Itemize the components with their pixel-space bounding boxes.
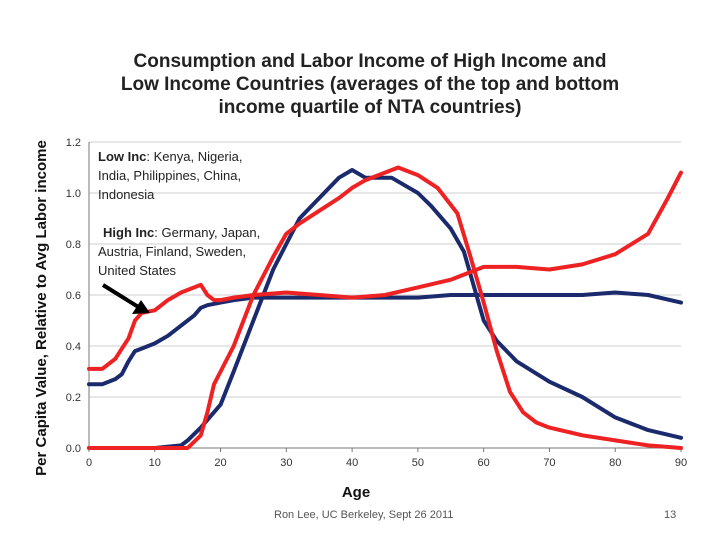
x-tick-label: 30 — [280, 457, 292, 469]
x-tick-label: 60 — [478, 457, 490, 469]
legend-low-inc-line-2: India, Philippines, China, — [98, 168, 241, 183]
x-tick-label: 50 — [412, 457, 424, 469]
footer-credit: Ron Lee, UC Berkeley, Sept 26 2011 — [274, 509, 454, 521]
series-line-high_inc-1 — [87, 290, 683, 387]
y-tick-label: 0.8 — [66, 239, 81, 251]
series-line-low_inc-4 — [87, 165, 683, 450]
x-tick-label: 80 — [609, 457, 621, 469]
legend: Low Inc: Kenya, Nigeria, India, Philippi… — [98, 149, 260, 278]
y-axis-label: Per Capita Value, Relative to Avg Labor … — [33, 140, 50, 476]
arrow-shaft — [101, 283, 142, 310]
y-tick-label: 0.6 — [66, 290, 81, 302]
x-tick-label: 20 — [214, 457, 226, 469]
x-tick-label: 10 — [149, 457, 161, 469]
y-tick-label: 1.2 — [66, 137, 81, 149]
x-tick-label: 0 — [86, 457, 92, 469]
legend-high-inc-label: High Inc — [103, 225, 154, 240]
series-line-high_inc-2 — [87, 168, 683, 450]
chart-title-line-3: income quartile of NTA countries) — [218, 97, 522, 118]
series-line-low_inc-3 — [87, 170, 683, 371]
series-layer — [87, 165, 683, 450]
tick-layer: 0.0 0.2 0.4 0.6 0.8 1.0 1.2 0 10 20 30 40 50 60 70 80 90 — [66, 137, 687, 469]
arrow-head — [132, 300, 150, 314]
y-tick-label: 0.4 — [66, 341, 81, 353]
legend-high-inc-line-2: Austria, Finland, Sweden, — [98, 244, 246, 259]
y-tick-label: 1.0 — [66, 188, 81, 200]
y-tick-label: 0.0 — [66, 443, 81, 455]
grid-layer — [89, 141, 681, 398]
x-tick-label: 40 — [346, 457, 358, 469]
x-axis-label: Age — [342, 484, 370, 501]
chart-title-line-2: Low Income Countries (averages of the to… — [120, 74, 620, 95]
legend-high-inc-line-1: High Inc: Germany, Japan, — [103, 225, 260, 240]
x-tick-label: 90 — [675, 457, 687, 469]
chart-title-line-1: Consumption and Labor Income of High Inc… — [133, 51, 607, 72]
page-number: 13 — [664, 509, 677, 521]
annotation-arrow — [101, 283, 150, 314]
legend-low-inc-line-3: Indonesia — [98, 187, 155, 202]
legend-high-inc-line-3: United States — [98, 263, 177, 278]
x-tick-label: 70 — [543, 457, 555, 469]
legend-low-inc-label: Low Inc — [98, 149, 146, 164]
legend-high-inc-countries-1: : Germany, Japan, — [154, 225, 260, 240]
legend-low-inc-countries-1: : Kenya, Nigeria, — [146, 149, 242, 164]
legend-low-inc-line-1: Low Inc: Kenya, Nigeria, — [98, 149, 243, 164]
chart-title: Consumption and Labor Income of High Inc… — [60, 50, 680, 119]
y-tick-label: 0.2 — [66, 392, 81, 404]
